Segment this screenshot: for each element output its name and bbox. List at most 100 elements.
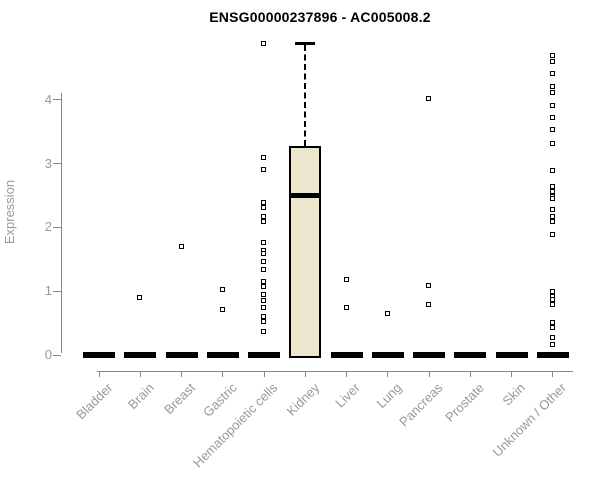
y-axis-tick [53, 226, 61, 228]
outlier-point [549, 214, 555, 220]
outlier-point [261, 218, 267, 224]
outlier-point [261, 284, 267, 290]
y-tick-label: 3 [44, 155, 52, 171]
outlier-point [426, 283, 432, 289]
x-tick-label: Gastric [199, 380, 240, 420]
collapsed-box [124, 352, 157, 358]
collapsed-box [413, 352, 446, 358]
outlier-point [426, 96, 432, 102]
outlier-point [549, 320, 555, 326]
collapsed-box [83, 352, 115, 358]
outlier-point [384, 311, 390, 317]
outlier-point [219, 286, 225, 292]
y-tick-label: 0 [44, 347, 52, 362]
y-axis-line [61, 93, 62, 353]
x-tick-label: Liver [332, 380, 364, 411]
x-tick-label: Bladder [73, 380, 116, 423]
outlier-point [549, 195, 555, 201]
collapsed-box [206, 352, 239, 358]
x-axis-tick [304, 371, 306, 377]
outlier-point [549, 302, 555, 308]
outlier-point [549, 189, 555, 195]
outlier-point [219, 307, 225, 313]
outlier-point [261, 240, 267, 246]
x-tick-label: Breast [160, 380, 199, 418]
x-axis-tick [428, 371, 430, 377]
outlier-point [261, 205, 267, 211]
outlier-point [261, 292, 267, 298]
x-axis-tick [552, 371, 554, 377]
outlier-point [549, 52, 555, 58]
outlier-point [261, 200, 267, 206]
outlier-point [261, 329, 267, 335]
x-tick-label: Brain [124, 380, 157, 413]
whisker-cap [295, 42, 316, 46]
x-axis-tick [387, 371, 389, 377]
outlier-point [261, 279, 267, 285]
x-tick-label: Pancreas [396, 380, 446, 430]
x-axis-tick [511, 371, 513, 377]
outlier-point [549, 184, 555, 190]
y-tick-label: 1 [44, 283, 52, 299]
outlier-point [549, 334, 555, 340]
chart-title: ENSG00000237896 - AC005008.2 [209, 9, 431, 25]
collapsed-box [248, 352, 281, 358]
outlier-point [549, 127, 555, 133]
median-line [289, 193, 322, 198]
outlier-point [343, 305, 349, 311]
y-tick-label: 2 [44, 219, 52, 235]
outlier-point [261, 166, 267, 172]
outlier-point [549, 232, 555, 238]
outlier-point [261, 258, 267, 264]
y-axis-title: Expression [2, 179, 17, 245]
x-tick-label: Unknown / Other [490, 380, 570, 460]
x-tick-label: Kidney [283, 380, 322, 419]
outlier-point [549, 167, 555, 173]
collapsed-box [454, 352, 487, 358]
outlier-point [178, 244, 184, 250]
whisker-line [304, 45, 307, 147]
outlier-point [261, 40, 267, 46]
collapsed-box [165, 352, 198, 358]
x-tick-label: Prostate [442, 380, 488, 425]
collapsed-box [536, 352, 569, 358]
outlier-point [549, 84, 555, 90]
box [289, 146, 322, 358]
outlier-point [549, 114, 555, 120]
outlier-point [549, 341, 555, 347]
x-axis-tick [222, 371, 224, 377]
y-tick-label: 4 [44, 91, 52, 107]
outlier-point [137, 295, 143, 301]
outlier-point [261, 251, 267, 257]
outlier-point [549, 70, 555, 76]
outlier-point [549, 58, 555, 64]
x-axis-tick [469, 371, 471, 377]
outlier-point [261, 313, 267, 319]
y-axis-tick [53, 354, 61, 356]
collapsed-box [495, 352, 528, 358]
y-axis-tick [53, 163, 61, 165]
x-tick-label: Skin [499, 380, 529, 409]
outlier-point [549, 297, 555, 303]
x-tick-label: Lung [373, 380, 405, 412]
outlier-point [549, 325, 555, 331]
collapsed-box [330, 352, 363, 358]
outlier-point [261, 267, 267, 273]
collapsed-box [371, 352, 404, 358]
outlier-point [549, 102, 555, 108]
x-axis-line [97, 371, 573, 372]
outlier-point [549, 140, 555, 146]
outlier-point [261, 318, 267, 324]
outlier-point [549, 90, 555, 96]
outlier-point [549, 219, 555, 225]
outlier-point [261, 155, 267, 161]
y-axis-tick [53, 290, 61, 292]
y-axis-tick [53, 99, 61, 101]
x-axis-tick [346, 371, 348, 377]
outlier-point [549, 207, 555, 213]
outlier-point [343, 277, 349, 283]
x-axis-tick [139, 371, 141, 377]
outlier-point [261, 298, 267, 304]
outlier-point [261, 305, 267, 311]
